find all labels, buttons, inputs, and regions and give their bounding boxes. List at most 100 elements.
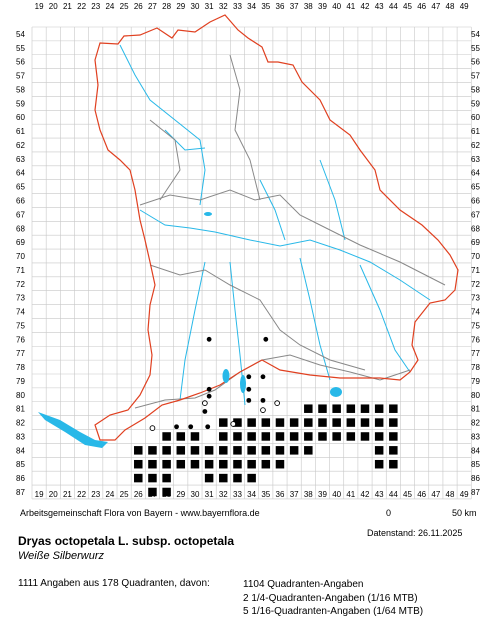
quadrant-square: [162, 432, 171, 441]
quadrant-square: [360, 432, 370, 441]
x-tick-label: 32: [219, 2, 228, 11]
quadrant-square: [332, 404, 341, 413]
quadrant-square: [247, 473, 256, 483]
y-tick-label: 84: [16, 446, 25, 455]
quadrant-square: [304, 404, 313, 413]
x-tick-label: 38: [304, 2, 313, 11]
x-tick-label: 36: [276, 2, 285, 11]
y-tick-label: 79: [16, 377, 25, 386]
quarter-dot: [246, 374, 252, 380]
quadrant-square: [204, 446, 214, 455]
y-tick-label: 58: [16, 85, 25, 94]
y-tick-label: 59: [16, 99, 25, 108]
quarter-dot: [205, 424, 211, 430]
x-tick-label: 19: [35, 2, 44, 11]
quadrant-square: [176, 446, 186, 455]
y-tick-label: 64: [471, 169, 480, 178]
common-name: Weiße Silberwurz: [18, 550, 104, 562]
sixteenth-circle: [230, 421, 237, 427]
x-tick-label: 49: [460, 490, 469, 499]
y-tick-label: 66: [16, 197, 25, 206]
quadrant-square: [318, 418, 327, 427]
quadrant-square: [289, 446, 299, 455]
y-tick-label: 72: [16, 280, 25, 289]
sixteenth-circle: [202, 400, 208, 406]
stat-sixteenth: 5 1/16-Quadranten-Angaben (1/64 MTB): [243, 606, 424, 617]
quadrant-square: [148, 446, 157, 455]
quadrant-square: [219, 473, 228, 483]
y-tick-label: 79: [471, 377, 480, 386]
y-tick-label: 70: [16, 252, 25, 261]
quadrant-square: [134, 473, 143, 483]
quadrant-square: [162, 446, 171, 455]
river-branch-2: [259, 179, 286, 241]
y-tick-label: 74: [16, 308, 25, 317]
quadrant-square: [204, 473, 214, 483]
quadrant-square: [233, 418, 242, 427]
y-tick-label: 77: [16, 349, 25, 358]
quadrant-square: [219, 459, 228, 469]
x-tick-label: 41: [346, 490, 355, 499]
x-axis-labels-top: 19 20 21 22 23 24 25 26 27 28 29 30 31 32 33 34 35 36 37 38…: [35, 2, 470, 11]
quadrant-square: [261, 418, 271, 427]
y-tick-label: 61: [16, 127, 25, 136]
y-tick-label: 56: [16, 58, 25, 67]
quadrant-square: [275, 432, 285, 441]
quadrant-square: [389, 446, 398, 455]
x-tick-label: 29: [176, 2, 185, 11]
x-tick-label: 31: [205, 490, 214, 499]
y-tick-label: 76: [16, 335, 25, 344]
y-tick-label: 62: [16, 141, 25, 150]
sixteenth-circle: [149, 425, 156, 431]
y-tick-label: 75: [471, 321, 480, 330]
y-tick-label: 62: [471, 141, 480, 150]
quadrant-square: [176, 459, 186, 469]
x-tick-label: 39: [318, 2, 327, 11]
y-tick-label: 59: [471, 99, 480, 108]
scale-start-label: 0: [386, 508, 392, 518]
quarter-dot: [246, 397, 252, 403]
y-tick-label: 69: [16, 238, 25, 247]
y-tick-label: 57: [16, 72, 25, 81]
y-tick-label: 87: [16, 488, 25, 497]
stat-quarter: 2 1/4-Quadranten-Angaben (1/16 MTB): [243, 592, 418, 604]
quarter-dot: [202, 409, 208, 414]
lake-starnberger-see: [240, 375, 246, 393]
x-tick-label: 36: [276, 490, 285, 499]
river-east: [359, 264, 411, 373]
quadrant-square: [389, 418, 398, 427]
x-tick-label: 35: [261, 490, 270, 499]
quadrant-square: [219, 418, 228, 427]
quarter-dot: [174, 424, 179, 430]
quadrant-square: [289, 418, 299, 427]
y-tick-label: 76: [471, 335, 480, 344]
river-south-3: [179, 261, 206, 401]
x-tick-label: 42: [361, 490, 370, 499]
y-tick-label: 54: [471, 30, 480, 39]
quadrant-square: [247, 418, 256, 427]
y-tick-label: 71: [16, 266, 25, 275]
quadrant-square: [332, 432, 341, 441]
sixteenth-circle: [274, 400, 280, 406]
credit-text: Arbeitsgemeinschaft Flora von Bayern - w…: [20, 508, 260, 518]
x-tick-label: 40: [332, 490, 341, 499]
x-tick-label: 35: [261, 2, 270, 11]
y-tick-label: 84: [471, 446, 480, 455]
x-tick-label: 39: [318, 490, 327, 499]
quadrant-square: [233, 446, 242, 455]
quadrant-square: [134, 446, 143, 455]
quarter-dot: [263, 336, 269, 342]
x-tick-label: 30: [191, 490, 200, 499]
x-tick-label: 21: [63, 2, 72, 11]
x-tick-label: 26: [134, 2, 143, 11]
x-tick-label: 44: [389, 490, 398, 499]
quarter-dot: [260, 374, 266, 380]
x-tick-label: 29: [176, 490, 185, 499]
x-tick-label: 26: [134, 490, 143, 499]
quadrant-square: [275, 446, 285, 455]
quadrant-square: [190, 459, 200, 469]
quadrant-square: [318, 404, 327, 413]
x-tick-label: 20: [49, 490, 58, 499]
quadrant-square: [148, 487, 157, 497]
quarter-dot: [246, 386, 252, 392]
